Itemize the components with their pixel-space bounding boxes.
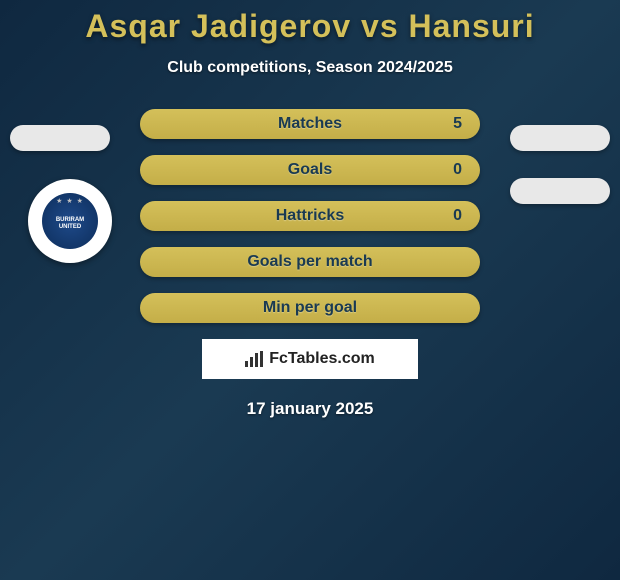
page-title: Asqar Jadigerov vs Hansuri <box>0 8 620 45</box>
badge-stars: ★ ★ ★ <box>56 197 84 205</box>
stat-row-min-per-goal: Min per goal <box>140 293 480 323</box>
stats-container: Matches 5 Goals 0 Hattricks 0 Goals per … <box>140 109 480 323</box>
watermark: FcTables.com <box>202 339 418 379</box>
player-right-pill-1 <box>510 125 610 151</box>
stat-label: Matches <box>278 115 342 133</box>
player-right-pill-2 <box>510 178 610 204</box>
header: Asqar Jadigerov vs Hansuri Club competit… <box>0 0 620 77</box>
stat-label: Goals per match <box>247 253 372 271</box>
stat-row-goals-per-match: Goals per match <box>140 247 480 277</box>
player-left-pill-1 <box>10 125 110 151</box>
subtitle: Club competitions, Season 2024/2025 <box>0 59 620 77</box>
badge-inner: ★ ★ ★ BURIRAM UNITED <box>42 193 98 249</box>
chart-icon <box>245 351 263 367</box>
badge-text: BURIRAM UNITED <box>56 217 84 230</box>
stat-label: Goals <box>288 161 332 179</box>
date-label: 17 january 2025 <box>0 399 620 419</box>
stat-row-hattricks: Hattricks 0 <box>140 201 480 231</box>
stat-label: Hattricks <box>276 207 344 225</box>
stat-label: Min per goal <box>263 299 357 317</box>
watermark-text: FcTables.com <box>269 350 375 368</box>
club-badge: ★ ★ ★ BURIRAM UNITED <box>28 179 112 263</box>
stat-value: 0 <box>453 161 462 179</box>
stat-value: 5 <box>453 115 462 133</box>
stat-value: 0 <box>453 207 462 225</box>
stat-row-matches: Matches 5 <box>140 109 480 139</box>
stat-row-goals: Goals 0 <box>140 155 480 185</box>
